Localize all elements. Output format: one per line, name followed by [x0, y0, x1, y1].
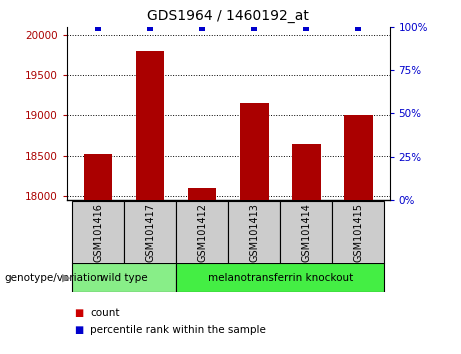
Title: GDS1964 / 1460192_at: GDS1964 / 1460192_at — [147, 9, 309, 23]
FancyBboxPatch shape — [72, 263, 176, 292]
Bar — [136, 51, 165, 200]
Text: ■: ■ — [74, 308, 83, 318]
Bar — [292, 143, 320, 200]
Text: GSM101417: GSM101417 — [145, 203, 155, 262]
FancyBboxPatch shape — [332, 201, 384, 264]
FancyBboxPatch shape — [176, 263, 384, 292]
Text: GSM101415: GSM101415 — [353, 203, 363, 262]
Point — [302, 25, 310, 31]
Text: percentile rank within the sample: percentile rank within the sample — [90, 325, 266, 335]
Point — [199, 25, 206, 31]
Text: ▶: ▶ — [62, 273, 71, 282]
Text: GSM101416: GSM101416 — [93, 203, 103, 262]
Text: GSM101414: GSM101414 — [301, 203, 311, 262]
Bar — [344, 115, 372, 200]
Point — [95, 25, 102, 31]
FancyBboxPatch shape — [280, 201, 332, 264]
Bar — [188, 188, 217, 200]
Text: count: count — [90, 308, 119, 318]
Bar — [240, 103, 268, 200]
Text: ■: ■ — [74, 325, 83, 335]
FancyBboxPatch shape — [228, 201, 280, 264]
Point — [355, 25, 362, 31]
Text: wild type: wild type — [100, 273, 148, 282]
Text: GSM101413: GSM101413 — [249, 203, 259, 262]
FancyBboxPatch shape — [124, 201, 176, 264]
FancyBboxPatch shape — [72, 201, 124, 264]
Bar — [84, 154, 112, 200]
Text: melanotransferrin knockout: melanotransferrin knockout — [207, 273, 353, 282]
Text: genotype/variation: genotype/variation — [5, 273, 104, 282]
Text: GSM101412: GSM101412 — [197, 203, 207, 262]
Point — [147, 25, 154, 31]
Point — [250, 25, 258, 31]
FancyBboxPatch shape — [176, 201, 228, 264]
